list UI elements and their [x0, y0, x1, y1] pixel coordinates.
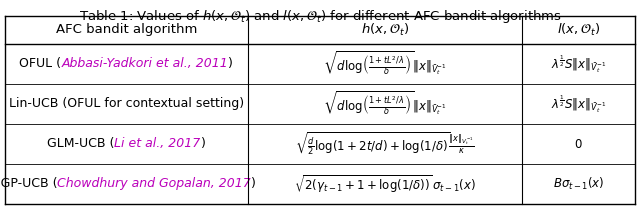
Text: $h(x, \mathcal{O}_t)$: $h(x, \mathcal{O}_t)$: [360, 22, 408, 38]
Text: $\sqrt{2(\gamma_{t-1}+1+\log(1/\delta))}\,\sigma_{t-1}(x)$: $\sqrt{2(\gamma_{t-1}+1+\log(1/\delta))}…: [294, 173, 476, 195]
Text: $\sqrt{d \log\!\left(\frac{1+tL^2/\lambda}{\delta}\right)} \|x\|_{\bar{V}_t^{-1}: $\sqrt{d \log\!\left(\frac{1+tL^2/\lambd…: [323, 50, 447, 78]
Text: $\sqrt{d \log\!\left(\frac{1+tL^2/\lambda}{\delta}\right)} \|x\|_{\bar{V}_t^{-1}: $\sqrt{d \log\!\left(\frac{1+tL^2/\lambd…: [323, 90, 447, 118]
Text: GLM-UCB (: GLM-UCB (: [47, 137, 115, 151]
Text: ): ): [251, 177, 256, 191]
Text: AFC bandit algorithm: AFC bandit algorithm: [56, 24, 197, 36]
Text: OFUL (: OFUL (: [19, 57, 61, 71]
Text: $0$: $0$: [574, 137, 582, 151]
Text: ): ): [228, 57, 233, 71]
Text: $\sqrt{\frac{d}{2}\log(1+2t/d)+\log(1/\delta)}\frac{\|x\|_{V_t^{-1}}}{\kappa}$: $\sqrt{\frac{d}{2}\log(1+2t/d)+\log(1/\d…: [295, 131, 474, 157]
Text: Lin-UCB (OFUL for contextual setting): Lin-UCB (OFUL for contextual setting): [9, 98, 244, 110]
Text: $\lambda^{\frac{1}{2}} S \|x\|_{\bar{V}_t^{-1}}$: $\lambda^{\frac{1}{2}} S \|x\|_{\bar{V}_…: [550, 93, 606, 115]
Text: $l(x, \mathcal{O}_t)$: $l(x, \mathcal{O}_t)$: [557, 22, 600, 38]
Text: Chowdhury and Gopalan, 2017: Chowdhury and Gopalan, 2017: [57, 177, 251, 191]
Text: $B\sigma_{t-1}(x)$: $B\sigma_{t-1}(x)$: [552, 176, 604, 192]
Text: ): ): [201, 137, 205, 151]
Text: IGP-UCB (: IGP-UCB (: [0, 177, 57, 191]
Text: $\lambda^{\frac{1}{2}} S \|x\|_{\bar{V}_t^{-1}}$: $\lambda^{\frac{1}{2}} S \|x\|_{\bar{V}_…: [550, 53, 606, 75]
Text: Table 1: Values of $h(x, \mathcal{O}_t)$ and $l(x, \mathcal{O}_t)$ for different: Table 1: Values of $h(x, \mathcal{O}_t)$…: [79, 8, 561, 25]
Text: Li et al., 2017: Li et al., 2017: [115, 137, 201, 151]
Text: Abbasi-Yadkori et al., 2011: Abbasi-Yadkori et al., 2011: [61, 57, 228, 71]
